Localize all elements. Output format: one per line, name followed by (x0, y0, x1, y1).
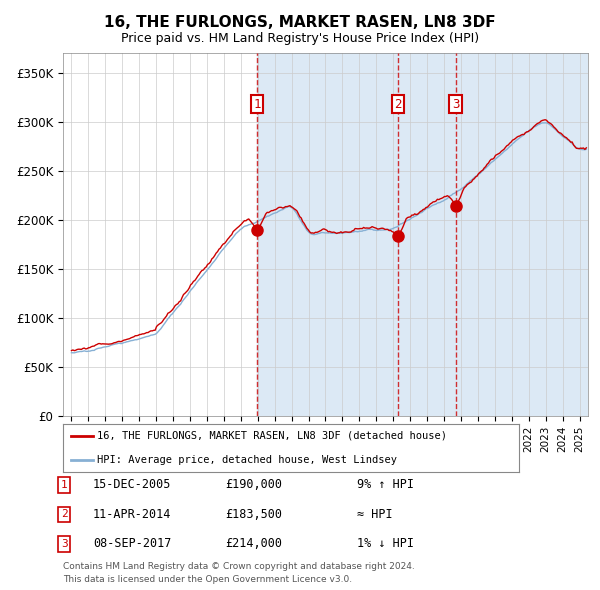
Text: 3: 3 (61, 539, 68, 549)
Text: 1: 1 (253, 97, 261, 110)
Text: £190,000: £190,000 (225, 478, 282, 491)
Text: HPI: Average price, detached house, West Lindsey: HPI: Average price, detached house, West… (97, 455, 397, 465)
Text: 11-APR-2014: 11-APR-2014 (93, 508, 172, 521)
Text: 3: 3 (452, 97, 460, 110)
Text: 1: 1 (61, 480, 68, 490)
Text: 15-DEC-2005: 15-DEC-2005 (93, 478, 172, 491)
Text: Price paid vs. HM Land Registry's House Price Index (HPI): Price paid vs. HM Land Registry's House … (121, 32, 479, 45)
Text: £183,500: £183,500 (225, 508, 282, 521)
Text: 1% ↓ HPI: 1% ↓ HPI (357, 537, 414, 550)
Text: 16, THE FURLONGS, MARKET RASEN, LN8 3DF (detached house): 16, THE FURLONGS, MARKET RASEN, LN8 3DF … (97, 431, 447, 441)
Text: 9% ↑ HPI: 9% ↑ HPI (357, 478, 414, 491)
Text: £214,000: £214,000 (225, 537, 282, 550)
Text: Contains HM Land Registry data © Crown copyright and database right 2024.: Contains HM Land Registry data © Crown c… (63, 562, 415, 571)
Bar (257, 53, 588, 416)
Text: 2: 2 (394, 97, 401, 110)
Text: This data is licensed under the Open Government Licence v3.0.: This data is licensed under the Open Gov… (63, 575, 352, 584)
Text: ≈ HPI: ≈ HPI (357, 508, 392, 521)
Text: 2: 2 (61, 510, 68, 519)
Text: 08-SEP-2017: 08-SEP-2017 (93, 537, 172, 550)
Text: 16, THE FURLONGS, MARKET RASEN, LN8 3DF: 16, THE FURLONGS, MARKET RASEN, LN8 3DF (104, 15, 496, 30)
